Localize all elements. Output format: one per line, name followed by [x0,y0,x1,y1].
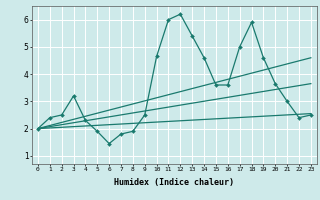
X-axis label: Humidex (Indice chaleur): Humidex (Indice chaleur) [115,178,234,187]
